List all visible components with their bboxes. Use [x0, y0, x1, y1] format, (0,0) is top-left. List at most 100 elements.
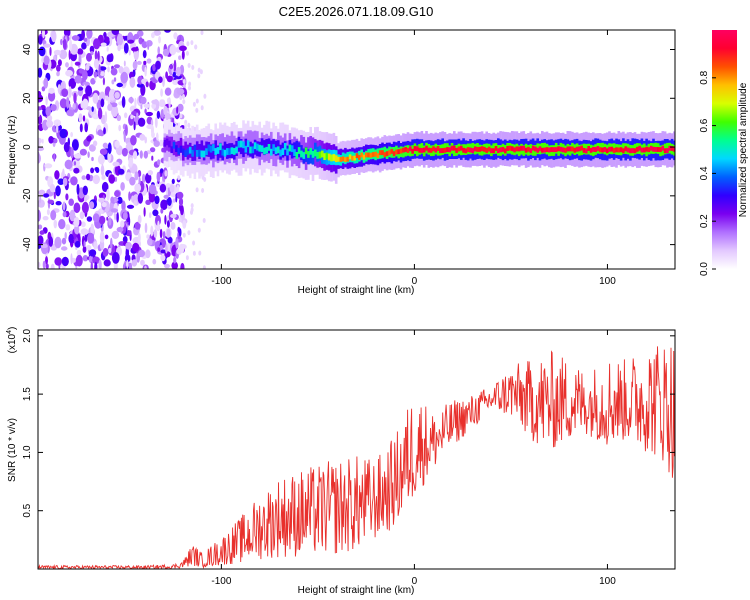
noise-speck: [145, 40, 153, 47]
ridge-cell: [175, 145, 178, 152]
noise-speck: [99, 91, 106, 103]
noise-speck: [98, 197, 106, 203]
ridge-cell: [578, 146, 581, 152]
noise-speck: [42, 216, 49, 221]
noise-speck: [80, 221, 86, 228]
noise-speck: [50, 210, 57, 221]
ridge-cell: [265, 146, 268, 154]
ridge-cell: [561, 147, 565, 153]
ridge-cell: [633, 148, 637, 154]
noise-speck: [202, 218, 206, 223]
ridge-cell: [385, 151, 389, 157]
noise-speck: [101, 175, 106, 180]
snr-panel: -100 0 100 0.5 1.0 1.5 2.0 Height of straight…: [6, 327, 676, 596]
noise-speck: [155, 60, 161, 70]
noise-speck: [53, 153, 56, 162]
noise-speck: [93, 241, 98, 250]
noise-speck: [163, 194, 169, 199]
noise-speck: [169, 44, 177, 56]
noise-speck: [83, 240, 86, 248]
noise-speck: [192, 240, 196, 246]
noise-speck: [51, 30, 57, 43]
y-tick-label: 2.0: [22, 328, 33, 342]
noise-speck: [68, 86, 72, 98]
ridge-cell: [466, 147, 470, 152]
noise-speck: [65, 62, 69, 68]
colorbar-tick-label: 0.8: [699, 70, 710, 84]
ridge-cell: [392, 151, 396, 157]
ridge-cell: [205, 148, 208, 156]
noise-speck: [56, 123, 59, 134]
ridge-cell: [235, 146, 238, 154]
ridge-cell: [388, 150, 391, 156]
noise-speck: [139, 150, 143, 159]
noise-speck: [178, 55, 182, 60]
ridge-cell: [219, 142, 222, 158]
noise-speck: [116, 33, 124, 46]
noise-speck: [160, 88, 164, 97]
noise-speck: [132, 60, 138, 70]
noise-speck: [72, 103, 76, 110]
noise-speck: [165, 71, 169, 79]
noise-speck: [92, 174, 101, 185]
noise-speck: [155, 214, 161, 226]
noise-speck: [124, 124, 128, 136]
ridge-cell: [501, 146, 505, 152]
ridge-cell: [249, 146, 252, 154]
noise-speck: [190, 203, 194, 209]
noise-speck: [188, 81, 192, 87]
noise-speck: [144, 136, 147, 144]
noise-speck: [143, 207, 146, 217]
noise-speck: [107, 103, 113, 111]
x-tick-label: 0: [412, 576, 418, 587]
ridge-cell: [517, 146, 521, 152]
ridge-cell: [355, 153, 359, 159]
noise-speck: [79, 148, 87, 156]
noise-speck: [164, 263, 170, 269]
noise-speck: [91, 156, 94, 162]
noise-speck: [99, 148, 108, 155]
noise-speck: [152, 258, 157, 265]
ridge-cell: [318, 151, 322, 159]
ridge-cell: [434, 147, 438, 153]
ridge-cell: [163, 139, 167, 147]
ridge-cell: [182, 148, 185, 156]
ridge-cell: [490, 148, 493, 154]
noise-speck: [90, 167, 95, 174]
noise-speck: [66, 109, 75, 117]
ridge-cell: [631, 148, 634, 153]
ridge-cell: [381, 150, 384, 156]
ridge-cell: [330, 154, 333, 162]
noise-speck: [56, 64, 61, 72]
noise-speck: [101, 201, 107, 208]
snr-series: [38, 346, 675, 569]
noise-speck: [57, 59, 62, 67]
noise-speck: [136, 60, 142, 65]
ridge-cell: [351, 155, 354, 161]
ridge-cell: [383, 146, 387, 158]
noise-speck: [134, 171, 139, 181]
noise-speck: [137, 192, 144, 204]
ridge-cell: [510, 146, 514, 152]
noise-speck: [154, 195, 160, 205]
noise-speck: [114, 176, 118, 182]
noise-speck: [120, 71, 128, 84]
noise-speck: [79, 123, 83, 133]
ridge-cell: [656, 147, 660, 152]
noise-speck: [179, 95, 183, 101]
noise-speck: [151, 155, 154, 161]
noise-speck: [74, 75, 82, 84]
ridge-cell: [612, 148, 616, 153]
ridge-cell: [520, 145, 523, 151]
noise-speck: [38, 209, 41, 222]
ridge-cell: [649, 145, 653, 151]
x-tick-label: 100: [599, 276, 616, 287]
noise-speck: [86, 135, 92, 142]
ridge-cell: [239, 140, 243, 148]
x-tick-label: 100: [599, 576, 616, 587]
noise-speck: [134, 97, 137, 110]
noise-speck: [81, 201, 89, 214]
ridge-cell: [277, 146, 280, 154]
noise-speck: [156, 132, 159, 141]
ridge-cell: [534, 146, 537, 152]
